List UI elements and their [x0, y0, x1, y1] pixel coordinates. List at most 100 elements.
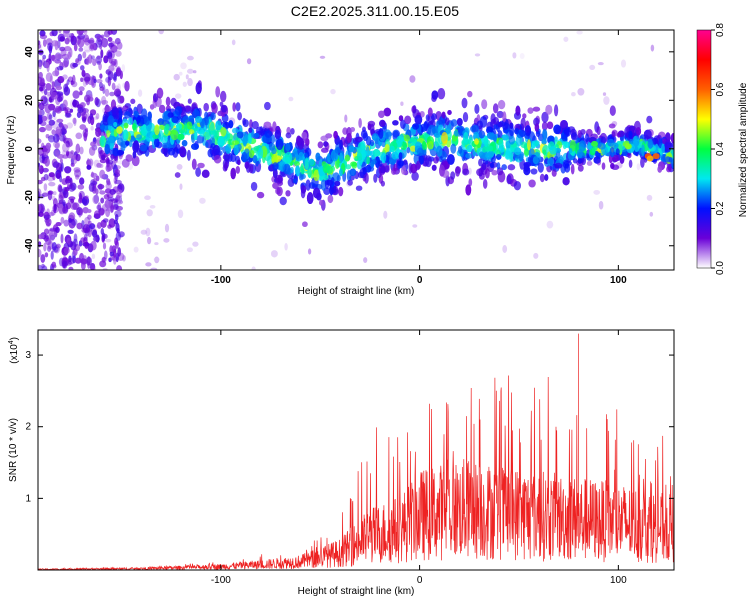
spectrogram-cell [43, 214, 51, 219]
spectrogram-cell [42, 39, 47, 47]
spectrogram-cell [251, 266, 256, 270]
spectrogram-cell [409, 75, 416, 83]
spectrogram-cell [199, 197, 206, 204]
snr-scale-label: (x104) [8, 337, 20, 364]
spectrogram-cell [530, 140, 536, 149]
spectrogram-cell [92, 58, 97, 67]
spectrogram-cell [42, 167, 49, 173]
spectrogram-cell [495, 153, 502, 160]
spectrogram-cell [113, 121, 118, 128]
spectrogram-cell [44, 103, 52, 114]
spectrogram-cell [487, 150, 495, 157]
snr-frame [37, 329, 675, 571]
spectrogram-cell [115, 50, 122, 57]
spectrogram-cell [92, 194, 100, 205]
spectrogram-cell [43, 89, 48, 96]
spectrogram-cell [534, 123, 540, 132]
spectrogram-cell [59, 46, 66, 52]
spectrogram-y-tick-label: -20 [24, 190, 35, 205]
spectrogram-cell [67, 229, 74, 235]
spectrogram-cell [354, 155, 359, 162]
spectrogram-cell [384, 143, 390, 153]
spectrogram-cell [82, 51, 87, 59]
spectrogram-cell [455, 166, 461, 177]
spectrogram-cell [104, 88, 110, 97]
spectrogram-cell [593, 156, 601, 164]
spectrogram-cell [532, 156, 539, 165]
spectrogram-cell [358, 118, 362, 128]
spectrogram-cell [45, 123, 53, 131]
spectrogram-cell [38, 204, 42, 212]
spectrogram-cell [47, 190, 53, 201]
spectrogram-cell [447, 154, 455, 165]
spectrogram-cell [404, 115, 412, 125]
spectrogram-cell [104, 238, 112, 243]
spectrogram-cell [577, 88, 585, 96]
spectrogram-cell [79, 30, 88, 33]
spectrogram-cell [483, 135, 489, 148]
spectrogram-cell [158, 30, 165, 35]
spectrogram-cell [176, 163, 183, 170]
spectrogram-cell [175, 123, 183, 130]
spectrogram-cell [127, 117, 133, 126]
spectrogram-cell [400, 119, 406, 130]
spectrogram-cell [38, 188, 42, 197]
spectrogram-cell [45, 217, 52, 227]
spectrogram-cell [104, 143, 110, 155]
spectrogram-cell [450, 171, 456, 180]
spectrogram-cell [400, 101, 404, 106]
spectrogram-cell [474, 103, 480, 115]
spectrogram-cell [38, 102, 45, 111]
spectrogram-cell [339, 152, 344, 164]
spectrogram-cell [165, 96, 171, 107]
spectrogram-cell [519, 53, 525, 59]
spectrogram-cell [43, 183, 48, 191]
spectrogram-cell [40, 254, 46, 263]
spectrogram-cell [497, 121, 503, 128]
spectrogram-cell [657, 165, 663, 173]
spectrogram-cell [71, 81, 78, 88]
spectrogram-cell [450, 143, 457, 154]
spectrogram-cell [496, 110, 504, 119]
spectrogram-cell [106, 129, 111, 138]
spectrogram-cell [553, 124, 562, 135]
spectrogram-cell [304, 157, 309, 170]
spectrogram-cell [100, 135, 105, 147]
spectrogram-cell [204, 141, 209, 148]
spectrogram-cell [522, 113, 527, 119]
spectrogram-cell [50, 54, 56, 61]
spectrogram-cell [114, 168, 120, 175]
spectrogram-cell [258, 147, 264, 159]
spectrogram-cell [646, 194, 653, 201]
spectrogram-x-axis-label: Height of straight line (km) [298, 286, 415, 297]
spectrogram-cell [95, 112, 100, 120]
spectrogram-cell [145, 227, 151, 237]
spectrogram-cell [102, 256, 106, 263]
spectrogram-cell [122, 129, 129, 141]
spectrogram-cell [110, 153, 115, 160]
spectrogram-cell [646, 155, 654, 162]
spectrogram-cell [179, 183, 183, 190]
spectrogram-cell [527, 139, 531, 151]
spectrogram-cell [114, 179, 122, 185]
spectrogram-cell [38, 264, 42, 270]
spectrogram-cell [650, 44, 655, 52]
colorbar-tick-label: 0.2 [715, 201, 726, 215]
spectrogram-cell [163, 238, 170, 243]
spectrogram-cell [130, 98, 136, 105]
spectrogram-cell [360, 129, 368, 139]
spectrogram-cell [72, 62, 78, 68]
spectrogram-cell [61, 260, 68, 269]
spectrogram-cell [666, 166, 672, 173]
spectrogram-cell [474, 138, 479, 145]
spectrogram-cell [562, 177, 570, 186]
spectrogram-cell [74, 169, 82, 178]
spectrogram-cell [115, 231, 122, 242]
spectrogram-cell [391, 151, 399, 160]
spectrogram-cell [612, 154, 619, 162]
spectrogram-cell [501, 134, 509, 141]
spectrogram-cell [412, 123, 420, 130]
spectrogram-cell [118, 109, 123, 120]
spectrogram-cell [57, 33, 65, 42]
